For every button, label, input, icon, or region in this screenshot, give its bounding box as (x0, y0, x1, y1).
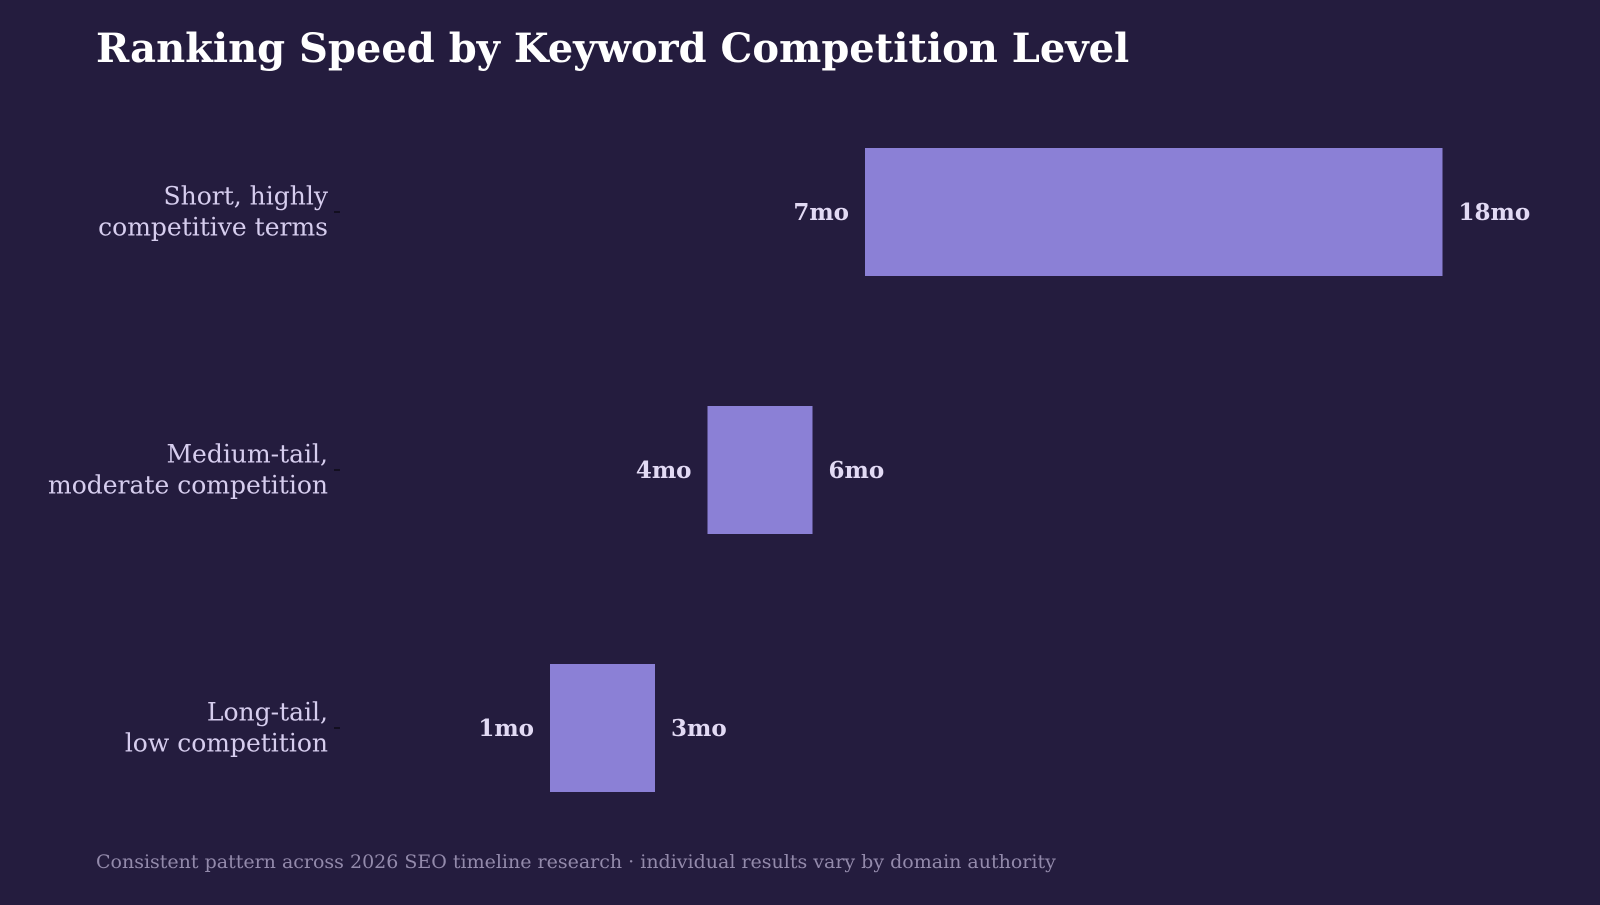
chart-title: Ranking Speed by Keyword Competition Lev… (96, 25, 1129, 72)
category-label: Long-tail, low competition (125, 698, 328, 758)
chart-footnote: Consistent pattern across 2026 SEO timel… (96, 851, 1056, 873)
range-start-label: 4mo (636, 457, 692, 484)
range-start-label: 1mo (478, 715, 534, 742)
range-bar (550, 664, 655, 792)
bars-layer: Short, highly competitive terms 7mo 18mo Med… (48, 148, 1530, 792)
range-bar (865, 148, 1443, 276)
range-start-label: 7mo (793, 199, 849, 226)
range-bar (707, 406, 813, 534)
category-label: Short, highly competitive terms (98, 182, 329, 242)
category-label: Medium-tail, moderate competition (48, 440, 328, 500)
range-end-label: 3mo (671, 715, 727, 742)
range-end-label: 6mo (829, 457, 885, 484)
range-end-label: 18mo (1459, 199, 1531, 226)
